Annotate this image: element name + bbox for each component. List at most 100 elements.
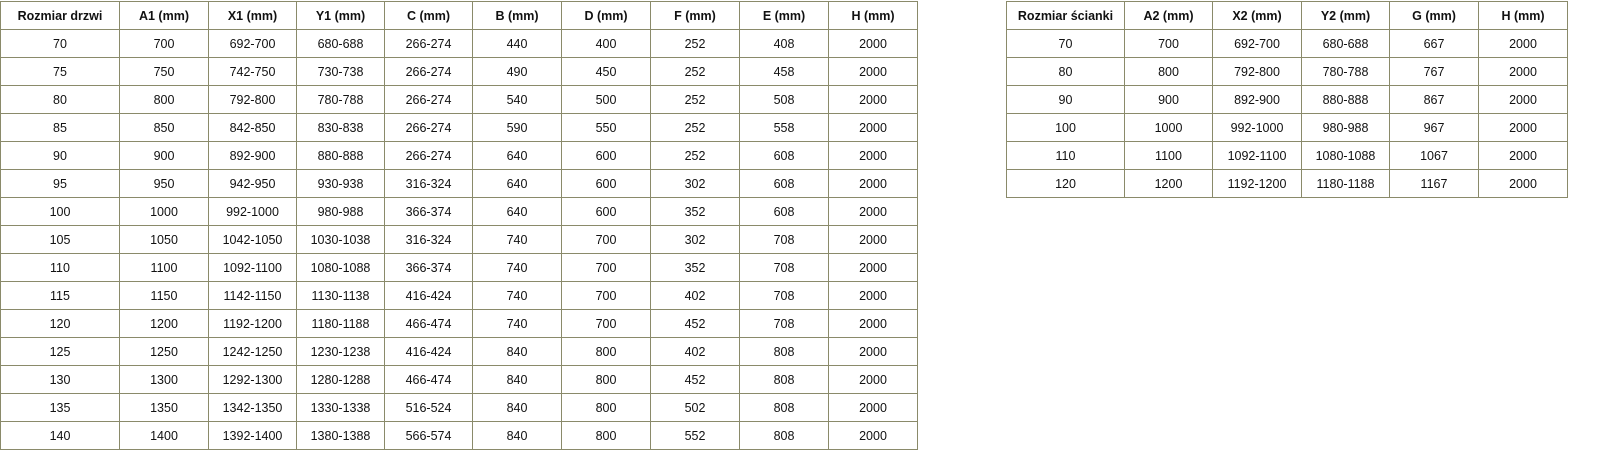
table-cell: 608 (739, 141, 829, 170)
table-cell: 980-988 (1301, 113, 1390, 142)
table-cell: 1000 (119, 197, 209, 226)
table-cell: 352 (650, 253, 740, 282)
table-cell: 416-424 (384, 337, 473, 366)
table-cell: 708 (739, 253, 829, 282)
table-cell: 266-274 (384, 29, 473, 58)
table-cell: 1192-1200 (1212, 169, 1302, 198)
table-cell: 452 (650, 309, 740, 338)
table-cell: 740 (472, 253, 562, 282)
table-cell: 402 (650, 337, 740, 366)
table-cell: 1150 (119, 281, 209, 310)
table-row: 130 1300 1292-1300 1280-1288 466-474 840 800 45… (0, 365, 918, 394)
table-cell: 252 (650, 85, 740, 114)
table-cell: 466-474 (384, 365, 473, 394)
table-cell: 440 (472, 29, 562, 58)
table-cell: 800 (561, 393, 651, 422)
table-cell: 302 (650, 225, 740, 254)
table-cell: 767 (1389, 57, 1479, 86)
table-cell: 558 (739, 113, 829, 142)
column-header: D (mm) (561, 1, 651, 30)
wall-dimensions-table: Rozmiar ścianki A2 (mm) X2 (mm) Y2 (mm) G (m… (1006, 1, 1568, 198)
table-cell: 1192-1200 (208, 309, 297, 338)
table-cell: 792-800 (208, 85, 297, 114)
table-cell: 900 (119, 141, 209, 170)
table-cell: 2000 (828, 225, 918, 254)
table-row: 125 1250 1242-1250 1230-1238 416-424 840 800 40… (0, 337, 918, 366)
table-cell: 1400 (119, 421, 209, 450)
table-cell: 550 (561, 113, 651, 142)
table-cell: 400 (561, 29, 651, 58)
table-cell: 252 (650, 141, 740, 170)
table-cell: 740 (472, 281, 562, 310)
table-cell: 600 (561, 141, 651, 170)
table-cell: 2000 (828, 197, 918, 226)
table-cell: 842-850 (208, 113, 297, 142)
table-cell: 600 (561, 169, 651, 198)
table-cell: 808 (739, 393, 829, 422)
table-cell: 80 (0, 85, 120, 114)
table-cell: 1080-1088 (1301, 141, 1390, 170)
table-cell: 2000 (828, 253, 918, 282)
table-cell: 880-888 (1301, 85, 1390, 114)
column-header: X1 (mm) (208, 1, 297, 30)
table-cell: 140 (0, 421, 120, 450)
column-header: Rozmiar ścianki (1006, 1, 1125, 30)
table-cell: 692-700 (208, 29, 297, 58)
table-cell: 800 (561, 421, 651, 450)
table-cell: 90 (0, 141, 120, 170)
table-cell: 1180-1188 (296, 309, 385, 338)
table-cell: 252 (650, 29, 740, 58)
table-cell: 2000 (828, 169, 918, 198)
table-row: 95 950 942-950 930-938 316-324 640 600 302 608 20… (0, 169, 918, 198)
table-cell: 302 (650, 169, 740, 198)
table-cell: 640 (472, 169, 562, 198)
table-cell: 500 (561, 85, 651, 114)
table-cell: 1250 (119, 337, 209, 366)
table-cell: 2000 (828, 393, 918, 422)
table-cell: 680-688 (1301, 29, 1390, 58)
table-cell: 115 (0, 281, 120, 310)
table-cell: 740 (472, 225, 562, 254)
column-header: A2 (mm) (1124, 1, 1213, 30)
table-cell: 1092-1100 (208, 253, 297, 282)
table-cell: 1242-1250 (208, 337, 297, 366)
table-cell: 1050 (119, 225, 209, 254)
table-cell: 867 (1389, 85, 1479, 114)
column-header: B (mm) (472, 1, 562, 30)
table-row: 105 1050 1042-1050 1030-1038 316-324 740 700 30… (0, 225, 918, 254)
table-row: 80 800 792-800 780-788 767 2000 (1006, 57, 1568, 86)
table-cell: 800 (1124, 57, 1213, 86)
table-cell: 1092-1100 (1212, 141, 1302, 170)
table-cell: 70 (1006, 29, 1125, 58)
table-cell: 808 (739, 421, 829, 450)
table-cell: 90 (1006, 85, 1125, 114)
table-cell: 792-800 (1212, 57, 1302, 86)
table-cell: 2000 (1478, 57, 1568, 86)
table-cell: 120 (0, 309, 120, 338)
table-cell: 590 (472, 113, 562, 142)
table-cell: 120 (1006, 169, 1125, 198)
table-cell: 708 (739, 309, 829, 338)
table-cell: 366-374 (384, 197, 473, 226)
table-cell: 750 (119, 57, 209, 86)
table-cell: 316-324 (384, 225, 473, 254)
table-cell: 100 (0, 197, 120, 226)
table-row: 80 800 792-800 780-788 266-274 540 500 252 508 20… (0, 85, 918, 114)
table-cell: 700 (561, 281, 651, 310)
table-cell: 1280-1288 (296, 365, 385, 394)
table-row: 140 1400 1392-1400 1380-1388 566-574 840 800 55… (0, 421, 918, 450)
table-cell: 2000 (1478, 169, 1568, 198)
table-cell: 450 (561, 57, 651, 86)
table-cell: 1350 (119, 393, 209, 422)
table-cell: 2000 (1478, 113, 1568, 142)
table-cell: 700 (119, 29, 209, 58)
table-cell: 780-788 (296, 85, 385, 114)
table-cell: 840 (472, 337, 562, 366)
table-cell: 110 (1006, 141, 1125, 170)
column-header: E (mm) (739, 1, 829, 30)
table-cell: 1342-1350 (208, 393, 297, 422)
table-cell: 266-274 (384, 85, 473, 114)
table-row: 120 1200 1192-1200 1180-1188 466-474 740 700 45… (0, 309, 918, 338)
table-row: 110 1100 1092-1100 1080-1088 366-374 740 700 35… (0, 253, 918, 282)
table-cell: 700 (561, 225, 651, 254)
